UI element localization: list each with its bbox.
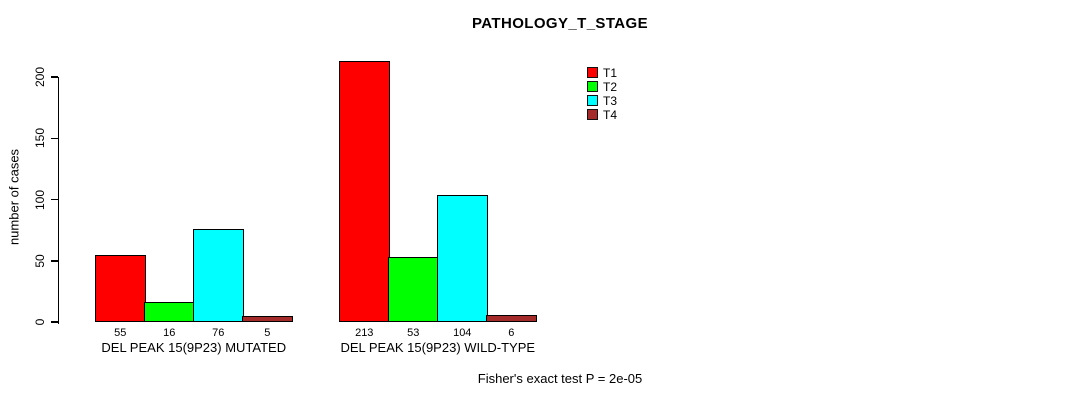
- bar-value-label: 16: [163, 327, 176, 339]
- bar-value-label: 213: [355, 327, 374, 339]
- y-tick: [50, 260, 58, 262]
- bar-t3-group1: [193, 228, 244, 322]
- y-tick-label: 50: [33, 254, 47, 268]
- bar-t2-group2: [388, 257, 439, 322]
- bar-value-label: 55: [114, 327, 127, 339]
- chart-title: PATHOLOGY_T_STAGE: [472, 15, 648, 32]
- group-label: DEL PEAK 15(9P23) MUTATED: [101, 340, 287, 355]
- legend-item-t1: T1: [587, 66, 647, 80]
- bar-t1-group2: [339, 61, 390, 322]
- legend-label: T4: [603, 108, 618, 122]
- t3-color-swatch: [587, 95, 598, 106]
- y-axis-label: number of cases: [6, 148, 22, 246]
- bar-value-label: 5: [264, 327, 271, 339]
- t4-color-swatch: [587, 109, 598, 120]
- legend-label: T2: [603, 80, 618, 94]
- bar-value-label: 76: [212, 327, 225, 339]
- group-label: DEL PEAK 15(9P23) WILD-TYPE: [340, 340, 536, 355]
- t2-color-swatch: [587, 81, 598, 92]
- y-tick-label: 0: [33, 318, 47, 326]
- bar-t4-group2: [486, 314, 537, 322]
- y-tick: [50, 198, 58, 201]
- bar-value-label: 6: [508, 327, 515, 339]
- y-tick-label: 100: [33, 189, 47, 210]
- y-tick-label: 150: [33, 128, 47, 149]
- bar-value-label: 104: [453, 327, 472, 339]
- t1-color-swatch: [587, 67, 598, 78]
- stats-annotation: Fisher's exact test P = 2e-05: [477, 371, 643, 386]
- y-tick: [50, 321, 58, 323]
- legend-item-t4: T4: [587, 108, 647, 122]
- legend-item-t2: T2: [587, 80, 647, 94]
- y-tick-label: 200: [33, 66, 47, 88]
- legend-label: T3: [603, 94, 618, 108]
- y-tick: [50, 137, 58, 139]
- legend-label: T1: [603, 66, 618, 80]
- bar-t4-group1: [242, 315, 293, 322]
- bar-t3-group2: [437, 194, 488, 322]
- bar-t2-group1: [144, 302, 195, 322]
- y-tick: [50, 76, 58, 78]
- y-axis-line: [57, 77, 59, 324]
- legend-item-t3: T3: [587, 94, 647, 108]
- bar-t1-group1: [95, 254, 146, 322]
- bar-value-label: 53: [407, 327, 420, 339]
